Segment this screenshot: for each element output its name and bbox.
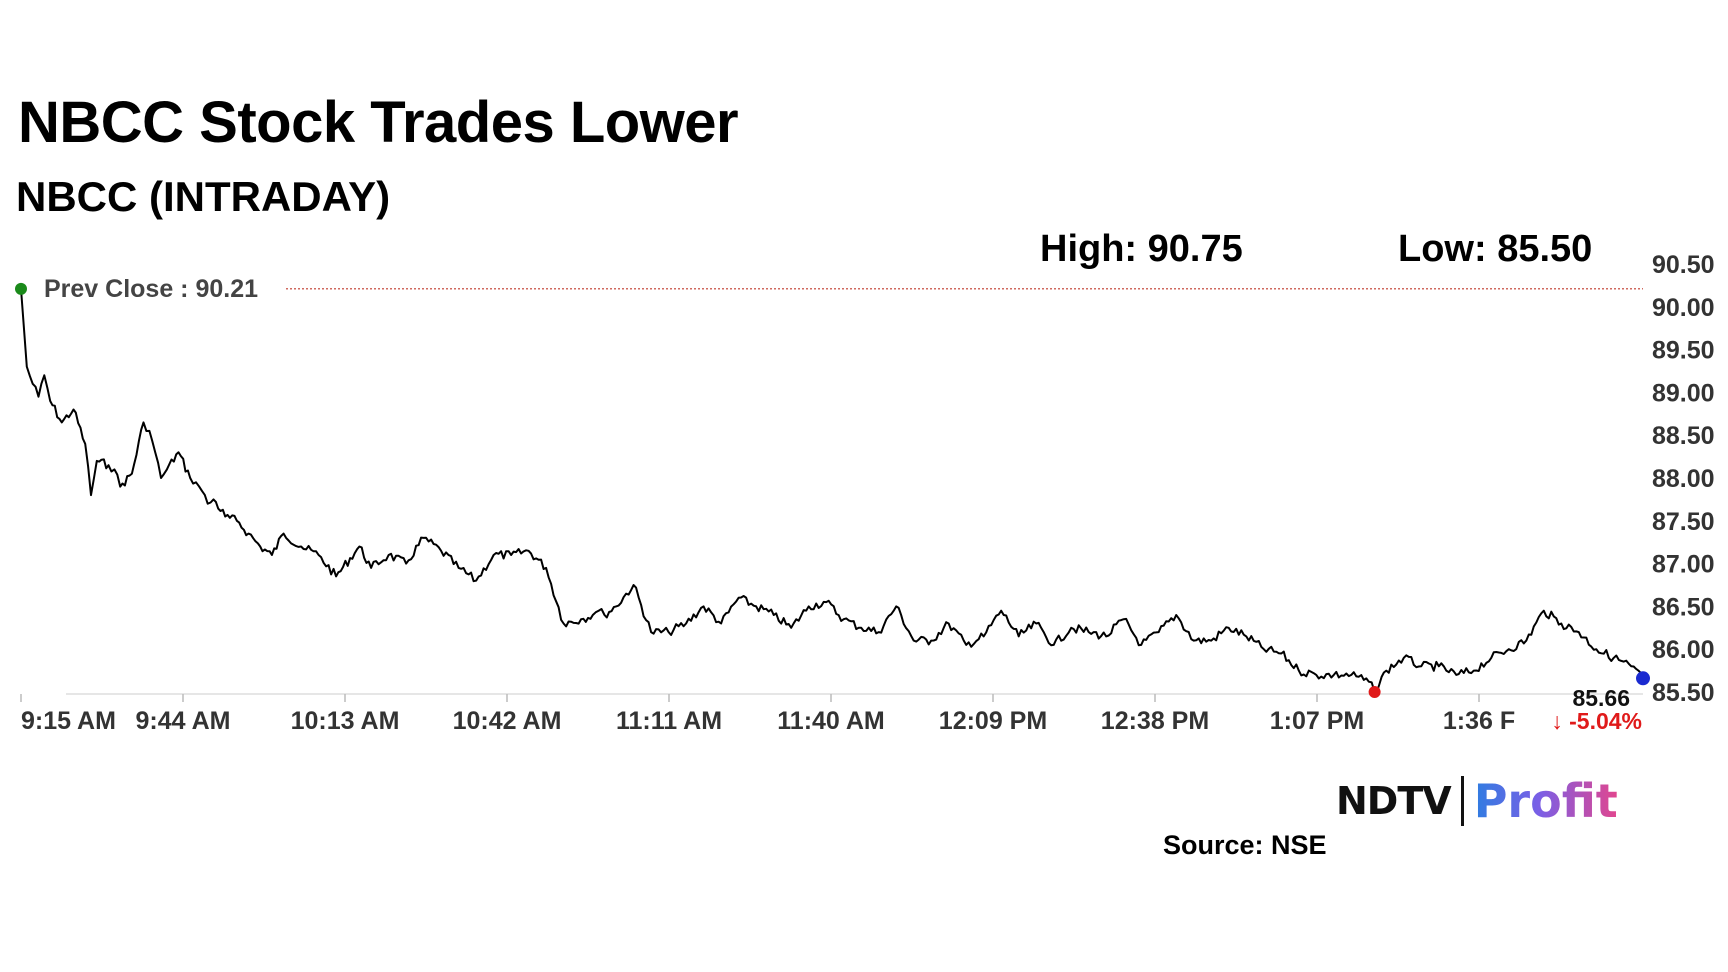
y-tick-label: 85.50 [1652, 679, 1715, 707]
change-label-background [1548, 720, 1644, 748]
day-high-label: High: 90.75 [1040, 228, 1243, 270]
prev-close-label: Prev Close : 90.21 [44, 275, 258, 303]
price-line [20, 288, 1644, 693]
price-line-group [20, 288, 1644, 693]
brand-ndtv-text: NDTV [1336, 779, 1452, 823]
x-tick-label: 1:07 PM [1270, 707, 1364, 735]
last-price-marker [1636, 671, 1650, 686]
x-tick-label: 12:38 PM [1101, 707, 1209, 735]
x-tick-label: 12:09 PM [939, 707, 1047, 735]
ndtv-profit-logo: NDTV Profit [1336, 774, 1618, 828]
chart-title: NBCC Stock Trades Lower [18, 90, 739, 155]
brand-divider [1460, 776, 1464, 826]
x-tick-label: 10:42 AM [453, 707, 562, 735]
y-tick-label: 90.50 [1652, 251, 1715, 279]
y-tick-label: 88.00 [1652, 465, 1715, 493]
x-tick-label: 10:13 AM [291, 707, 400, 735]
y-tick-label: 90.00 [1652, 294, 1715, 322]
prev-close-group: Prev Close : 90.21 [44, 275, 1643, 303]
y-tick-label: 89.50 [1652, 337, 1715, 365]
source-note: Source: NSE [1163, 830, 1327, 860]
x-axis-ticks: 9:15 AM 9:44 AM 10:13 AM 10:42 AM 11:11 AM 11… [20, 693, 1643, 735]
x-tick-label: 9:15 AM [21, 707, 116, 735]
open-point-marker [15, 282, 27, 295]
x-tick-label: 1:36 F [1443, 707, 1515, 735]
y-tick-label: 88.50 [1652, 422, 1715, 450]
y-tick-label: 87.50 [1652, 508, 1715, 536]
day-low-marker [1368, 686, 1381, 698]
x-tick-label: 11:11 AM [616, 707, 722, 735]
y-tick-label: 87.00 [1652, 551, 1715, 579]
x-tick-label: 11:40 AM [777, 707, 884, 735]
y-tick-label: 89.00 [1652, 379, 1715, 407]
marker-group: 85.66↓ -5.04% [15, 282, 1650, 748]
x-tick-label: 9:44 AM [136, 707, 231, 735]
y-tick-label: 86.50 [1652, 593, 1715, 621]
day-low-label: Low: 85.50 [1398, 228, 1593, 270]
y-axis-ticks: 90.50 90.00 89.50 89.00 88.50 88.00 87.50 87.00… [1652, 251, 1715, 707]
change-percent-label: ↓ -5.04% [1551, 708, 1642, 734]
y-tick-label: 86.00 [1652, 636, 1715, 664]
brand-profit-text: Profit [1473, 774, 1618, 828]
chart-subtitle: NBCC (INTRADAY) [16, 173, 391, 220]
last-price-label: 85.66 [1572, 685, 1630, 711]
